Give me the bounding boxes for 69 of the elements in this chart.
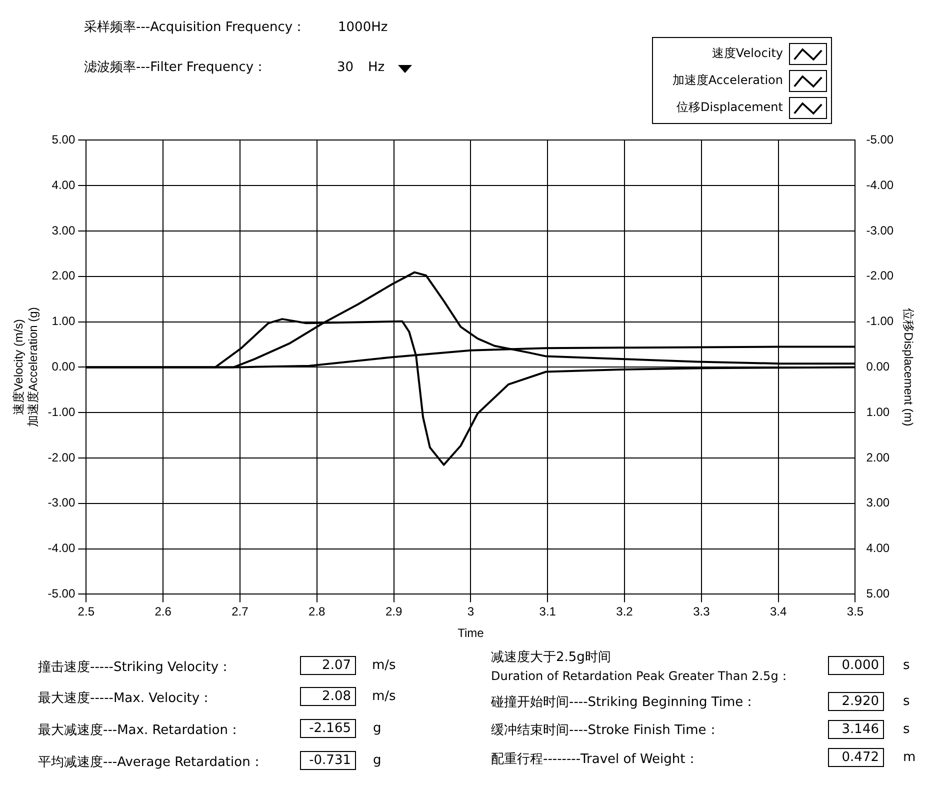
x-tick-label: 2.5 bbox=[78, 604, 95, 619]
text: 碰撞开始时间----Striking Beginning Time： bbox=[491, 694, 756, 711]
y2-tick-label: 3.00 bbox=[866, 496, 890, 510]
x-tick-label: 3.5 bbox=[846, 604, 864, 619]
y2-tick-label: 4.00 bbox=[866, 541, 890, 556]
text: -2.165 bbox=[300, 719, 356, 738]
y-tick-label: -4.00 bbox=[48, 541, 76, 556]
text: g bbox=[373, 753, 382, 768]
x-tick-label: 3.4 bbox=[770, 604, 788, 619]
text: s bbox=[903, 694, 910, 709]
text: 滤波频率---Filter Frequency： bbox=[84, 59, 267, 76]
text: 3.146 bbox=[828, 720, 884, 739]
text: 平均减速度---Average Retardation： bbox=[38, 754, 264, 771]
text: 1000Hz bbox=[338, 20, 388, 35]
x-tick-label: 3.3 bbox=[693, 604, 710, 619]
text: 减速度大于2.5g时间 bbox=[491, 649, 611, 666]
y-axis-title: 速度Velocity (m/s) 加速度Acceleration (g) bbox=[12, 307, 40, 428]
y-tick-label: 5.00 bbox=[52, 132, 76, 147]
text: 最大速度-----Max. Velocity： bbox=[38, 690, 213, 707]
y-tick-label: -2.00 bbox=[48, 450, 76, 464]
text: 2.08 bbox=[300, 687, 356, 706]
y2-tick-label: -4.00 bbox=[866, 178, 894, 192]
text: Hz bbox=[368, 60, 385, 75]
text: Duration of Retardation Peak Greater Than 2.5g： bbox=[491, 668, 790, 685]
text: 30 bbox=[337, 60, 354, 75]
y-tick-label: 3.00 bbox=[52, 223, 76, 238]
x-tick-label: 3.1 bbox=[539, 604, 556, 619]
y2-tick-label: 2.00 bbox=[866, 450, 890, 464]
y2-axis-title: 位移Displacement (m) bbox=[901, 308, 916, 426]
text: s bbox=[903, 722, 910, 737]
y2-tick-label: -2.00 bbox=[866, 268, 894, 283]
y-tick-label: -1.00 bbox=[48, 404, 76, 419]
y-tick-label: 4.00 bbox=[52, 178, 76, 192]
x-tick-label: 3.2 bbox=[616, 604, 634, 619]
x-tick-label: 2.7 bbox=[232, 604, 249, 619]
y2-tick-label: -1.00 bbox=[866, 314, 894, 328]
text: 最大减速度---Max. Retardation： bbox=[38, 722, 241, 739]
text: 0.472 bbox=[828, 748, 884, 767]
legend-label: 位移Displacement bbox=[676, 99, 783, 116]
y-tick-label: 0.00 bbox=[52, 360, 76, 374]
x-tick-label: 3 bbox=[467, 604, 474, 619]
x-tick-label: 2.8 bbox=[308, 604, 326, 619]
x-tick-label: 2.9 bbox=[385, 604, 402, 619]
y-tick-label: 1.00 bbox=[52, 314, 76, 328]
text: 0.000 bbox=[828, 656, 884, 675]
text: 配重行程--------Travel of Weight： bbox=[491, 751, 698, 768]
legend-label: 加速度Acceleration bbox=[672, 72, 783, 89]
text: g bbox=[373, 721, 382, 736]
legend-label: 速度Velocity bbox=[712, 45, 783, 62]
y-tick-label: -5.00 bbox=[48, 586, 76, 601]
y-tick-label: 2.00 bbox=[52, 268, 76, 283]
y-tick-label: -3.00 bbox=[48, 496, 76, 510]
text: 2.07 bbox=[300, 656, 356, 675]
y2-tick-label: 5.00 bbox=[866, 586, 890, 601]
text: 撞击速度-----Striking Velocity： bbox=[38, 659, 232, 676]
y2-tick-label: -5.00 bbox=[866, 132, 894, 147]
y2-tick-label: 1.00 bbox=[866, 404, 890, 419]
y2-tick-label: 0.00 bbox=[866, 360, 890, 374]
y2-tick-label: -3.00 bbox=[866, 223, 894, 238]
text: 采样频率---Acquisition Frequency： bbox=[84, 19, 306, 36]
text: m/s bbox=[372, 689, 396, 704]
text: m bbox=[903, 750, 916, 765]
text: -0.731 bbox=[300, 751, 356, 770]
text: s bbox=[903, 658, 910, 673]
text: m/s bbox=[372, 658, 396, 673]
text: 2.920 bbox=[828, 692, 884, 711]
text: 缓冲结束时间----Stroke Finish Time： bbox=[491, 722, 720, 739]
x-axis-title: Time bbox=[458, 626, 484, 640]
x-tick-label: 2.6 bbox=[154, 604, 172, 619]
